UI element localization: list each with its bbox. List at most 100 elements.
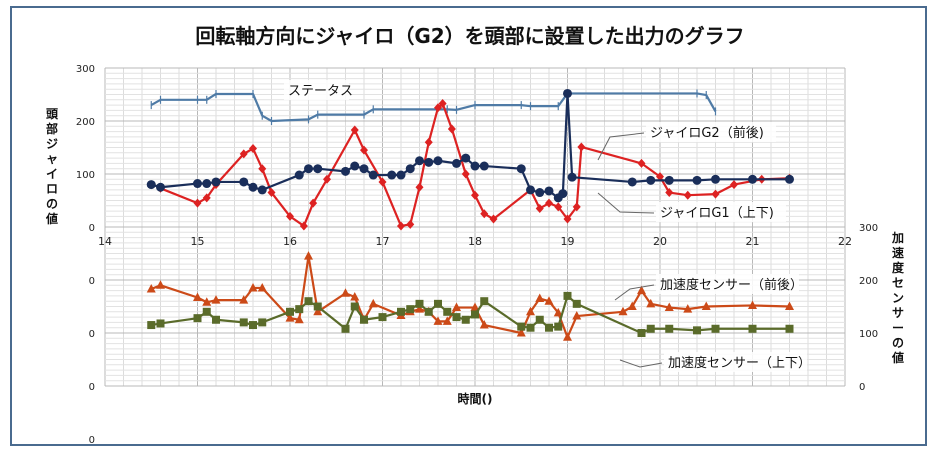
series-diamond bbox=[156, 99, 794, 231]
data-point bbox=[572, 202, 581, 212]
data-point bbox=[461, 315, 470, 324]
data-point bbox=[461, 153, 471, 163]
data-point bbox=[438, 99, 447, 109]
data-point bbox=[577, 142, 586, 152]
data-point bbox=[489, 214, 498, 224]
series-line bbox=[150, 92, 790, 199]
data-point bbox=[452, 158, 461, 168]
data-point bbox=[286, 307, 294, 316]
data-point bbox=[249, 321, 257, 330]
data-point bbox=[257, 282, 267, 292]
gyro-g1-annotation: ジャイロG1（上下) bbox=[660, 206, 774, 221]
series-layer bbox=[146, 88, 794, 341]
y-axis-label-right-char: 度 bbox=[892, 260, 905, 275]
data-point bbox=[248, 282, 258, 292]
y-tick-label-left: 200 bbox=[76, 117, 95, 128]
x-tick-label: 15 bbox=[191, 235, 205, 248]
data-point bbox=[202, 179, 212, 189]
data-point bbox=[313, 306, 323, 316]
series-line bbox=[150, 92, 717, 123]
data-point bbox=[193, 314, 202, 323]
series-plus bbox=[150, 89, 717, 125]
data-point bbox=[442, 316, 452, 325]
axes: 14 15 16 17 18 19 20 21 22 300 200 100 0 0 0 0 0 300 200 10… bbox=[76, 64, 878, 446]
y-tick-label-left: 0 bbox=[89, 223, 95, 234]
y-tick-label-left: 300 bbox=[76, 64, 95, 75]
data-point bbox=[567, 172, 577, 182]
data-point bbox=[563, 88, 572, 98]
data-point bbox=[665, 188, 674, 198]
y-axis-label-right-char: ン bbox=[892, 291, 904, 305]
data-point bbox=[146, 180, 156, 190]
data-point bbox=[424, 157, 434, 167]
data-point bbox=[239, 295, 249, 304]
y-axis-label-right-char: ー bbox=[892, 321, 904, 335]
data-point bbox=[202, 297, 212, 306]
grid bbox=[104, 67, 846, 387]
data-point bbox=[544, 186, 554, 196]
series-square bbox=[147, 291, 794, 337]
data-point bbox=[553, 307, 563, 317]
y-axis-label-char: の bbox=[46, 197, 58, 211]
y-axis-label-char: ジ bbox=[46, 137, 58, 151]
y-axis-label-right-char: 値 bbox=[891, 350, 904, 365]
data-point bbox=[350, 125, 359, 135]
data-point bbox=[258, 318, 267, 327]
data-point bbox=[572, 311, 582, 320]
y-axis-label-right-char: セ bbox=[892, 276, 904, 290]
data-point bbox=[526, 306, 535, 316]
gyro-g1-annotation-leader bbox=[597, 192, 655, 214]
data-point bbox=[646, 175, 656, 185]
data-point bbox=[627, 301, 637, 310]
data-point bbox=[406, 305, 415, 314]
data-point bbox=[683, 304, 693, 313]
data-point bbox=[415, 156, 424, 166]
y-axis-label-right-char: の bbox=[892, 336, 904, 350]
data-point bbox=[785, 301, 794, 310]
data-point bbox=[637, 285, 646, 295]
y-tick-label-left: 100 bbox=[76, 170, 95, 181]
data-point bbox=[415, 182, 424, 192]
data-point bbox=[258, 164, 267, 174]
data-point bbox=[323, 174, 331, 184]
data-point bbox=[545, 198, 553, 208]
data-point bbox=[637, 158, 646, 168]
data-point bbox=[618, 306, 628, 316]
x-tick-label: 21 bbox=[746, 235, 760, 248]
data-point bbox=[368, 170, 378, 180]
data-point bbox=[239, 149, 248, 159]
data-point bbox=[461, 169, 470, 179]
data-point bbox=[359, 164, 369, 174]
data-point bbox=[434, 299, 442, 308]
y-tick-label-right: 200 bbox=[859, 276, 878, 287]
accel-fb-annotation: 加速度センサー（前後） bbox=[660, 277, 803, 293]
data-point bbox=[368, 298, 378, 308]
y-axis-label-right-char: 速 bbox=[892, 245, 904, 260]
y-tick-label-right: 300 bbox=[859, 223, 878, 234]
x-tick-label: 18 bbox=[468, 235, 482, 248]
data-point bbox=[664, 175, 674, 185]
data-point bbox=[627, 177, 637, 187]
data-point bbox=[212, 315, 220, 324]
data-point bbox=[202, 307, 211, 316]
y-axis-label-right-char: 加 bbox=[891, 230, 904, 245]
data-point bbox=[526, 185, 535, 195]
data-point bbox=[748, 174, 757, 184]
y-axis-label-char: 値 bbox=[45, 211, 58, 226]
data-point bbox=[554, 322, 563, 331]
x-tick-label: 20 bbox=[653, 235, 667, 248]
data-point bbox=[239, 177, 249, 187]
data-point bbox=[341, 166, 350, 176]
data-point bbox=[785, 174, 794, 184]
data-point bbox=[397, 307, 405, 316]
data-point bbox=[304, 297, 313, 306]
y-axis-label-char: ャ bbox=[46, 152, 58, 166]
data-point bbox=[360, 315, 368, 324]
accel-ud-annotation-bg bbox=[664, 352, 807, 372]
y-axis-label-char: 頭 bbox=[46, 107, 59, 121]
status-annotation-bg bbox=[284, 80, 349, 100]
y-tick-label-right: 0 bbox=[859, 382, 865, 393]
chart-title: 回転軸方向にジャイロ（G2）を頭部に設置した出力のグラフ bbox=[195, 24, 744, 48]
data-point bbox=[193, 179, 202, 189]
